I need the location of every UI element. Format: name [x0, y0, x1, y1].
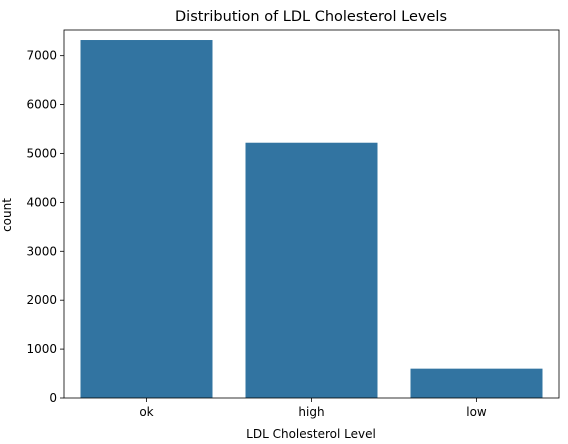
- plot-area: ok high low 0 1000 2000 3000 4000 5000 6000 7000: [26, 29, 560, 419]
- bar-ok: [80, 40, 213, 399]
- bar-low: [410, 368, 543, 398]
- y-tick-label: 7000: [26, 49, 57, 63]
- y-tick-label: 5000: [26, 146, 57, 160]
- x-tick-label: low: [466, 405, 487, 419]
- bar-high: [245, 142, 378, 398]
- x-tick-label: ok: [139, 405, 153, 419]
- plot-frame: [63, 29, 560, 399]
- x-tick-label: high: [298, 405, 324, 419]
- y-tick-label: 2000: [26, 293, 57, 307]
- x-axis-label: LDL Cholesterol Level: [246, 427, 376, 441]
- y-axis-label: count: [0, 198, 14, 232]
- y-tick-label: 0: [49, 391, 57, 405]
- y-tick-label: 6000: [26, 98, 57, 112]
- y-tick-label: 1000: [26, 342, 57, 356]
- chart-title: Distribution of LDL Cholesterol Levels: [175, 9, 447, 25]
- y-tick-label: 3000: [26, 244, 57, 258]
- y-tick-label: 4000: [26, 195, 57, 209]
